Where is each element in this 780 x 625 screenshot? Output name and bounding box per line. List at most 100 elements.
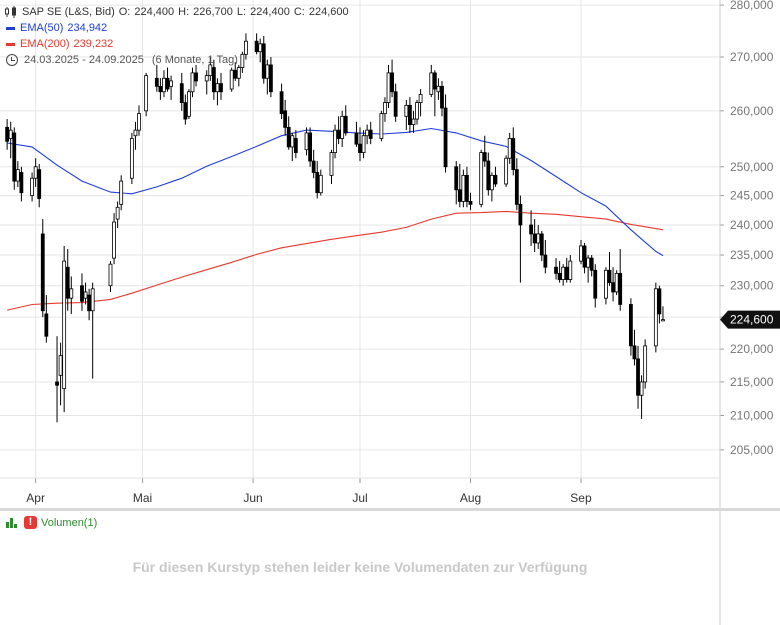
open-value: 224,400 — [134, 6, 175, 18]
candle — [162, 70, 166, 98]
candle-body — [315, 172, 320, 194]
date-range: 24.03.2025 - 24.09.2025 — [24, 54, 144, 66]
candle-body — [411, 118, 416, 125]
candle-body — [333, 129, 337, 153]
candle — [69, 276, 74, 314]
candle-body — [115, 206, 120, 220]
candle — [661, 306, 665, 322]
candle — [539, 230, 544, 262]
candle — [219, 72, 223, 100]
candle-body — [112, 221, 116, 259]
volume-legend[interactable]: ! Volumen(1) — [6, 516, 97, 529]
candle-body — [614, 272, 619, 293]
candle — [44, 295, 49, 343]
candle — [532, 219, 537, 253]
candle-body — [279, 91, 284, 114]
candle-body — [165, 77, 170, 90]
y-tick-label: 270,000 — [730, 50, 774, 64]
candle-body — [486, 160, 491, 191]
candle-body — [511, 138, 516, 171]
candle-body — [219, 83, 223, 93]
candle-body — [65, 266, 70, 299]
candle — [386, 64, 391, 109]
candle — [479, 149, 484, 208]
candle-body — [643, 345, 648, 383]
candle — [187, 89, 191, 120]
volume-unavailable-message: Für diesen Kurstyp stehen leider keine V… — [132, 559, 588, 575]
y-tick-label: 230,000 — [730, 279, 774, 293]
candle — [80, 273, 84, 311]
candle-body — [536, 233, 541, 244]
candle-body — [518, 203, 523, 226]
candle-body — [194, 72, 198, 82]
candle — [336, 116, 341, 145]
candle-body — [343, 115, 348, 134]
candle — [318, 169, 323, 196]
candle — [65, 248, 70, 311]
candle — [87, 288, 92, 321]
candle — [561, 264, 566, 286]
candle-body — [482, 152, 487, 162]
candles — [5, 33, 665, 423]
candle-body — [69, 288, 74, 299]
candle — [408, 97, 412, 133]
legend-ema200-row[interactable]: EMA(200) 239,232 — [4, 36, 353, 52]
candle-body — [190, 72, 195, 93]
x-tick-label: Apr — [26, 491, 45, 505]
candle — [418, 89, 423, 117]
candle-body — [493, 174, 498, 185]
candle-body — [233, 69, 238, 79]
candle-body — [393, 91, 398, 117]
candle — [589, 255, 594, 277]
candle — [383, 97, 387, 122]
candle — [404, 99, 409, 131]
candle — [83, 282, 88, 305]
ema50-swatch-icon — [6, 26, 15, 30]
candle-body — [236, 67, 241, 79]
candle-body — [265, 64, 270, 79]
candle — [19, 166, 24, 202]
candle-body — [80, 285, 84, 302]
candle — [133, 121, 138, 150]
candle — [443, 94, 448, 173]
volume-label: Volumen(1) — [41, 516, 98, 529]
candle — [632, 329, 637, 366]
candle-body — [304, 132, 309, 151]
candle-body — [33, 166, 38, 179]
candle — [311, 149, 316, 179]
candle — [236, 64, 241, 87]
candle — [614, 270, 619, 296]
candle — [137, 105, 141, 136]
candle — [543, 239, 548, 274]
candle — [507, 132, 512, 164]
candle-body — [286, 126, 291, 148]
candle-body — [611, 282, 615, 293]
candle-body — [318, 174, 323, 194]
candle-body — [154, 77, 159, 87]
candle-body — [607, 269, 612, 284]
candle — [368, 121, 373, 145]
legend-ema50-row[interactable]: EMA(50) 234,942 — [4, 20, 353, 36]
candle-body — [15, 169, 20, 182]
candle — [315, 161, 320, 199]
candle — [211, 59, 216, 100]
candle-body — [87, 294, 92, 312]
candle-body — [119, 180, 124, 205]
high-value: 226,700 — [193, 6, 233, 18]
candle-body — [589, 257, 594, 271]
candle-body — [179, 83, 184, 104]
candle-body — [336, 129, 341, 139]
candle-body — [489, 174, 494, 191]
candle-body — [440, 85, 444, 109]
candle-body — [468, 201, 473, 205]
candle-body — [432, 72, 437, 90]
instrument-name: SAP SE (L&S, Bid) — [22, 6, 115, 18]
candle — [429, 64, 434, 98]
candle-body — [55, 381, 59, 386]
candle — [265, 59, 270, 95]
candle — [183, 94, 188, 125]
candle-body — [8, 129, 13, 139]
candle — [579, 239, 583, 265]
candle — [165, 67, 170, 92]
